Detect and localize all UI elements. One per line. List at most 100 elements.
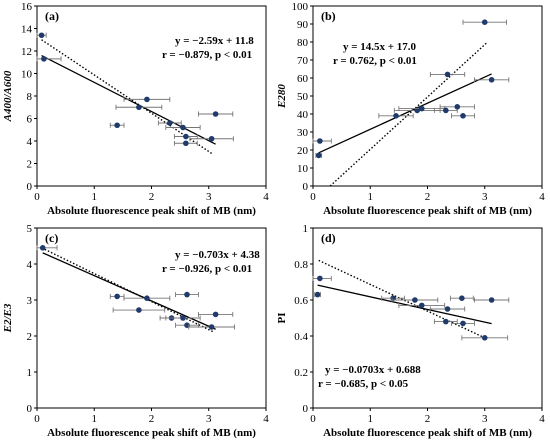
data-point [180, 315, 186, 321]
x-tick-label: 1 [368, 413, 374, 425]
data-point [412, 297, 418, 303]
data-point [208, 135, 215, 142]
data-point [459, 295, 465, 302]
y-tick-label: 40 [297, 109, 309, 121]
y-tick-label: 5 [27, 223, 33, 235]
data-point [454, 104, 461, 110]
plot-frame [36, 5, 267, 187]
data-point [212, 111, 219, 117]
data-point [315, 152, 322, 159]
regression-equation: y = −0.0703x + 0.688 [325, 364, 421, 376]
panel-tag: (d) [321, 231, 336, 245]
y-tick-label: 0 [27, 403, 33, 415]
data-point [41, 56, 47, 62]
x-tick-label: 1 [92, 413, 98, 425]
y-tick-label: 6 [27, 114, 33, 126]
data-point [443, 318, 449, 325]
data-point [481, 19, 488, 26]
x-tick-label: 3 [482, 191, 488, 203]
data-point [208, 324, 215, 330]
x-tick-label: 3 [206, 413, 212, 425]
y-tick-label: 30 [297, 127, 309, 139]
y-tick-label: 60 [297, 73, 309, 85]
plot-frame [312, 5, 543, 187]
x-tick-label: 3 [482, 413, 488, 425]
data-point [180, 124, 186, 131]
x-tick-label: 0 [34, 413, 40, 425]
data-point [39, 245, 46, 251]
y-axis-label: E280 [276, 84, 288, 109]
y-tick-label: 2 [27, 159, 33, 171]
x-tick-label: 1 [368, 191, 374, 203]
y-tick-label: 0 [27, 181, 33, 193]
x-tick-label: 4 [263, 413, 269, 425]
regression-equation: y = −2.59x + 11.8 [175, 35, 254, 47]
data-point [443, 107, 449, 114]
chart-panel-3: 0 1 2 3 4 5 0 1 2 3 4 Absolute fluorescence peak sh… [2, 223, 269, 439]
regression-stats: r = 0.762, p < 0.01 [333, 55, 417, 67]
x-tick-label: 4 [539, 413, 545, 425]
regression-stats: r = −0.926, p < 0.01 [162, 263, 252, 275]
data-point [314, 291, 321, 298]
x-axis-label: Absolute fluorescence peak shift of MB (… [47, 205, 256, 217]
y-tick-label: 90 [297, 19, 309, 31]
data-point [184, 291, 190, 298]
regression-line [41, 55, 216, 145]
data-point [317, 275, 323, 282]
x-axis-label: Absolute fluorescence peak shift of MB (… [323, 205, 532, 217]
x-tick-label: 2 [149, 413, 155, 425]
x-tick-label: 2 [149, 191, 155, 203]
data-point [114, 293, 120, 300]
panel-tag: (c) [45, 231, 58, 245]
data-point [114, 122, 120, 129]
x-tick-label: 3 [206, 191, 212, 203]
x-tick-label: 2 [425, 191, 431, 203]
data-point [183, 140, 189, 147]
y-tick-label: 0.2 [294, 367, 308, 379]
data-point [488, 297, 495, 303]
y-tick-label: 100 [292, 1, 309, 13]
y-tick-label: 3 [27, 295, 33, 307]
panel-tag: (a) [45, 9, 59, 23]
y-tick-label: 0 [303, 181, 309, 193]
chart-panel-4: 0 0.2 0.4 0.6 0.8 1 0 1 2 3 4 Absolute fluorescence… [276, 223, 545, 439]
regression-equation: y = −0.703x + 4.38 [175, 249, 260, 261]
x-tick-label: 0 [310, 191, 316, 203]
data-point [460, 320, 466, 327]
dotted-trend-line [318, 259, 486, 339]
y-tick-label: 16 [21, 1, 33, 13]
data-point [444, 71, 451, 78]
data-point [460, 113, 466, 119]
data-point [481, 335, 488, 341]
y-tick-label: 0.4 [294, 331, 308, 343]
y-axis-label: E2/E3 [2, 303, 14, 333]
y-tick-label: 0.8 [294, 259, 308, 271]
y-axis-label: A400/A600 [2, 70, 14, 122]
data-point [212, 311, 219, 318]
data-point [136, 307, 142, 313]
x-tick-label: 0 [34, 191, 40, 203]
y-tick-label: 50 [297, 91, 309, 103]
y-axis-label: PI [276, 313, 288, 324]
regression-stats: r = −0.685, p < 0.05 [318, 378, 409, 390]
data-point [144, 96, 150, 103]
regression-line [317, 284, 492, 325]
y-tick-label: 1 [27, 367, 33, 379]
data-point [136, 104, 142, 111]
y-tick-label: 4 [27, 136, 33, 148]
regression-stats: r = −0.879, p < 0.01 [162, 49, 252, 61]
x-axis-label: Absolute fluorescence peak shift of MB (… [47, 427, 256, 439]
dotted-trend-line [329, 41, 489, 187]
y-tick-label: 0.6 [294, 295, 308, 307]
x-tick-label: 0 [310, 413, 316, 425]
y-tick-label: 10 [297, 163, 309, 175]
data-point [317, 138, 323, 144]
dotted-trend-line [41, 39, 213, 154]
chart-panel-2: 0 10 20 30 40 50 60 70 80 90 100 0 1 2 3 4 Absolute fluo… [276, 1, 545, 217]
data-point [418, 302, 425, 309]
data-point [418, 105, 425, 112]
dotted-trend-line [41, 247, 215, 334]
y-tick-label: 12 [21, 46, 32, 58]
